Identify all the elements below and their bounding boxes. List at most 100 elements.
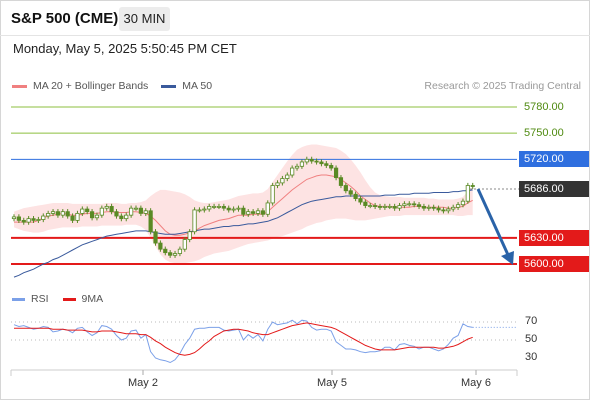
rsi-ma-line (14, 322, 473, 356)
candle-body (143, 210, 148, 214)
candle (197, 207, 202, 213)
candle-body (89, 211, 95, 219)
legend-rsi-swatch (12, 297, 25, 301)
candle-body (441, 209, 446, 212)
level-label-5750.00: 5750.00 (524, 127, 564, 140)
candle (260, 208, 265, 217)
candle-body (226, 207, 231, 211)
legend-ma20[interactable]: MA 20 + Bollinger Bands (12, 80, 148, 92)
candle (187, 229, 192, 243)
candle-body (85, 208, 90, 213)
candle-body (255, 210, 261, 214)
candle-body (148, 210, 153, 233)
forecast-arrow-shaft (476, 188, 511, 258)
candle-body (392, 206, 397, 209)
candle-body (153, 231, 158, 244)
candle (416, 202, 422, 210)
candle (412, 201, 417, 208)
candle-body (211, 206, 217, 208)
candle-body (231, 208, 236, 211)
candle-body (163, 248, 168, 254)
candle (309, 156, 314, 164)
candle (246, 209, 251, 217)
legend-rsi-ma-label: 9MA (81, 293, 104, 305)
interval-button[interactable]: 30 MIN (119, 7, 170, 31)
candle-body (46, 213, 51, 217)
candle-body (285, 174, 290, 179)
candle (368, 202, 373, 209)
candle (290, 165, 295, 178)
candle-body (21, 219, 26, 223)
candle-body (377, 206, 383, 208)
candle (60, 209, 65, 218)
candle (407, 201, 412, 207)
candle (172, 250, 178, 258)
legend-rsi-ma[interactable]: 9MA (62, 293, 104, 305)
candle-body (192, 209, 197, 233)
level-label-5600.00: 5600.00 (519, 256, 589, 272)
candle-body (31, 218, 36, 221)
candle (124, 212, 129, 222)
candle (294, 163, 300, 171)
candle (202, 206, 207, 213)
rsi-line (13, 319, 473, 364)
rsi-tick-label: 30 (525, 351, 538, 363)
candle-body (75, 213, 80, 221)
legend-rsi[interactable]: RSI (12, 293, 49, 305)
rsi-tick-label: 70 (525, 315, 538, 327)
candle-body (407, 203, 412, 206)
research-credit: Research © 2025 Trading Central (424, 80, 581, 92)
candle (382, 203, 387, 210)
candle (70, 213, 75, 224)
rsi-tick-label: 50 (525, 333, 538, 345)
candle (392, 203, 397, 211)
candle (143, 208, 148, 217)
candle-body (421, 206, 427, 209)
candle-body (65, 211, 70, 217)
candle-body (182, 239, 187, 250)
candle-body (294, 165, 300, 169)
candle-body (158, 242, 163, 250)
candle-body (460, 200, 466, 206)
candle (16, 214, 21, 224)
candle (80, 206, 85, 217)
candle-body (333, 167, 339, 179)
candle-body (260, 210, 265, 215)
forecast-arrow-head (501, 251, 514, 265)
candle-body (290, 167, 295, 176)
candle (36, 216, 41, 224)
candle (133, 205, 139, 211)
chart-header: S&P 500 (CME) 30 MIN (0, 0, 590, 36)
candle-body (338, 177, 344, 186)
candle-body (202, 208, 207, 211)
candle (31, 216, 36, 224)
candle-body (104, 206, 109, 209)
candle-body (216, 206, 222, 208)
candle (358, 195, 363, 205)
legend-ma50-label: MA 50 (182, 80, 213, 92)
legend-ma50[interactable]: MA 50 (161, 80, 212, 92)
candle (177, 246, 183, 257)
candle (221, 203, 226, 211)
candle-body (280, 178, 285, 184)
candle (138, 205, 143, 217)
candle (363, 199, 368, 209)
candle (304, 156, 309, 165)
candle-body (319, 161, 324, 165)
candle-body (246, 211, 251, 215)
candle-body (363, 201, 368, 206)
candle-body (304, 158, 309, 163)
candle (465, 182, 470, 204)
candle (265, 200, 270, 217)
candle (460, 198, 466, 208)
candle (192, 207, 197, 235)
level-label-5686.00: 5686.00 (519, 180, 589, 197)
candle (255, 208, 261, 217)
candle (104, 203, 109, 211)
candle (207, 203, 212, 212)
candle-body (426, 206, 431, 209)
candle-body (368, 205, 373, 207)
candle-body (168, 252, 173, 256)
candle-body (324, 163, 329, 166)
